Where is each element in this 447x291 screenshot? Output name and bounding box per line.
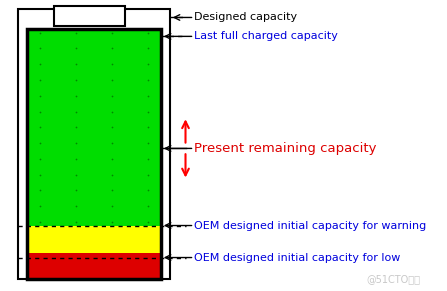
Text: OEM designed initial capacity for low: OEM designed initial capacity for low (194, 253, 401, 262)
Text: @51CTO博客: @51CTO博客 (367, 274, 420, 284)
Bar (27, 29, 161, 279)
Bar (54, 6, 125, 26)
Bar (27, 29, 161, 226)
Bar (18, 9, 170, 279)
Text: Designed capacity: Designed capacity (194, 13, 298, 22)
Text: OEM designed initial capacity for warning: OEM designed initial capacity for warnin… (194, 221, 427, 230)
Bar (27, 226, 161, 253)
Bar (27, 253, 161, 279)
Text: Present remaining capacity: Present remaining capacity (194, 142, 377, 155)
Text: Last full charged capacity: Last full charged capacity (194, 31, 338, 41)
